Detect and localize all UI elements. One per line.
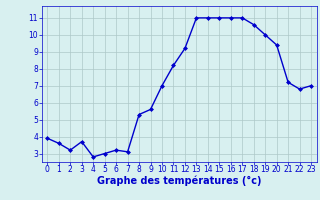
X-axis label: Graphe des températures (°c): Graphe des températures (°c) bbox=[97, 176, 261, 186]
